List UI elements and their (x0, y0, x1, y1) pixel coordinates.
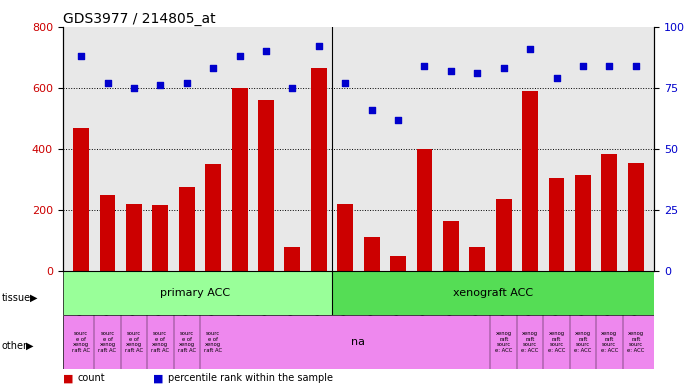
Text: sourc
e of
xenog
raft AC: sourc e of xenog raft AC (177, 331, 196, 353)
Text: percentile rank within the sample: percentile rank within the sample (168, 373, 333, 383)
Text: xenog
raft
sourc
e: ACC: xenog raft sourc e: ACC (548, 331, 565, 353)
Point (419, 63, 430, 69)
Text: sourc
e of
xenog
raft AC: sourc e of xenog raft AC (125, 331, 143, 353)
Text: ▶: ▶ (26, 341, 34, 351)
Point (102, 80, 113, 86)
Point (551, 75, 562, 81)
Bar (285, 247, 301, 271)
Text: xenog
raft
sourc
e: ACC: xenog raft sourc e: ACC (495, 331, 512, 353)
Point (472, 70, 483, 76)
Text: xenog
raft
sourc
e: ACC: xenog raft sourc e: ACC (574, 331, 592, 353)
Bar (548, 178, 564, 271)
Point (181, 80, 192, 86)
Point (525, 46, 536, 52)
Point (603, 63, 615, 69)
Point (578, 63, 589, 69)
Point (287, 85, 298, 91)
Bar (416, 149, 432, 271)
Point (445, 68, 457, 74)
Text: xenog
raft
sourc
e: ACC: xenog raft sourc e: ACC (627, 331, 644, 353)
Text: sourc
e of
xenog
raft AC: sourc e of xenog raft AC (204, 331, 222, 353)
Bar (258, 100, 274, 271)
Bar (205, 164, 221, 271)
Bar (338, 204, 353, 271)
Bar (469, 247, 485, 271)
Text: sourc
e of
xenog
raft AC: sourc e of xenog raft AC (98, 331, 117, 353)
Bar (100, 195, 116, 271)
Point (393, 117, 404, 123)
Bar (332, 271, 654, 315)
Text: other: other (1, 341, 27, 351)
Point (128, 85, 139, 91)
Bar (152, 205, 168, 271)
Text: sourc
e of
xenog
raft AC: sourc e of xenog raft AC (72, 331, 90, 353)
Point (498, 65, 509, 71)
Bar (628, 163, 644, 271)
Bar (522, 91, 538, 271)
Text: count: count (78, 373, 106, 383)
Text: xenog
raft
sourc
e: ACC: xenog raft sourc e: ACC (601, 331, 618, 353)
Bar (443, 221, 459, 271)
Text: ■: ■ (153, 373, 164, 383)
Point (260, 48, 271, 55)
Bar (232, 88, 248, 271)
Bar (390, 256, 406, 271)
Bar (311, 68, 326, 271)
Point (155, 83, 166, 89)
Bar (496, 199, 512, 271)
Bar (364, 237, 379, 271)
Point (234, 53, 245, 59)
Point (207, 65, 219, 71)
Point (76, 53, 87, 59)
Text: xenograft ACC: xenograft ACC (453, 288, 533, 298)
Text: xenog
raft
sourc
e: ACC: xenog raft sourc e: ACC (521, 331, 539, 353)
Bar (179, 187, 195, 271)
Bar (126, 204, 142, 271)
Text: ■: ■ (63, 373, 73, 383)
Text: primary ACC: primary ACC (159, 288, 230, 298)
Text: na: na (351, 337, 365, 347)
Point (366, 107, 377, 113)
Point (340, 80, 351, 86)
Bar (601, 154, 617, 271)
Bar (73, 127, 89, 271)
Text: ▶: ▶ (30, 293, 38, 303)
Bar (575, 175, 591, 271)
Bar (63, 271, 332, 315)
Text: GDS3977 / 214805_at: GDS3977 / 214805_at (63, 12, 215, 26)
Text: tissue: tissue (1, 293, 31, 303)
Point (313, 43, 324, 50)
Point (630, 63, 641, 69)
Text: sourc
e of
xenog
raft AC: sourc e of xenog raft AC (151, 331, 169, 353)
